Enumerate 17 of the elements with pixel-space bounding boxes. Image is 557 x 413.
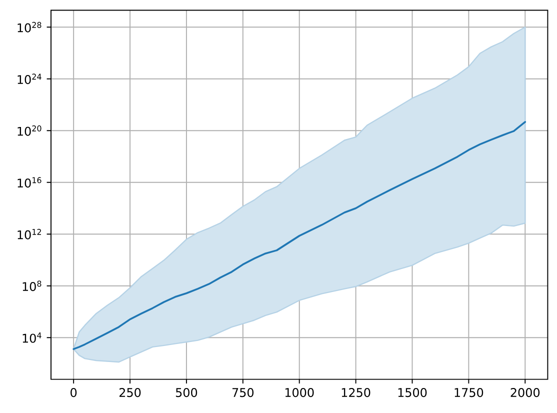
x-tick-label: 250 bbox=[119, 388, 141, 398]
y-tick-label: 10$^{8}$ bbox=[22, 280, 42, 292]
line-series bbox=[72, 121, 526, 350]
x-tick-label: 2000 bbox=[510, 388, 540, 398]
x-tick-label: 1250 bbox=[342, 388, 370, 398]
x-tick-label: 1000 bbox=[285, 388, 314, 398]
y-tick-label: 10$^{12}$ bbox=[18, 228, 41, 240]
y-tick-label: 10$^{20}$ bbox=[18, 125, 42, 136]
y-tick-label: 10$^{28}$ bbox=[18, 22, 42, 32]
x-tick-label: 0 bbox=[70, 388, 77, 398]
y-tick-label: 10$^{4}$ bbox=[22, 332, 42, 343]
x-tick-label: 750 bbox=[232, 388, 254, 398]
y-tick-label: 10$^{24}$ bbox=[18, 74, 42, 84]
x-tick-label: 1500 bbox=[398, 388, 427, 398]
x-tick-label: 500 bbox=[176, 388, 198, 398]
y-tick-label: 10$^{16}$ bbox=[18, 177, 42, 188]
x-tick-label: 1750 bbox=[454, 388, 484, 398]
